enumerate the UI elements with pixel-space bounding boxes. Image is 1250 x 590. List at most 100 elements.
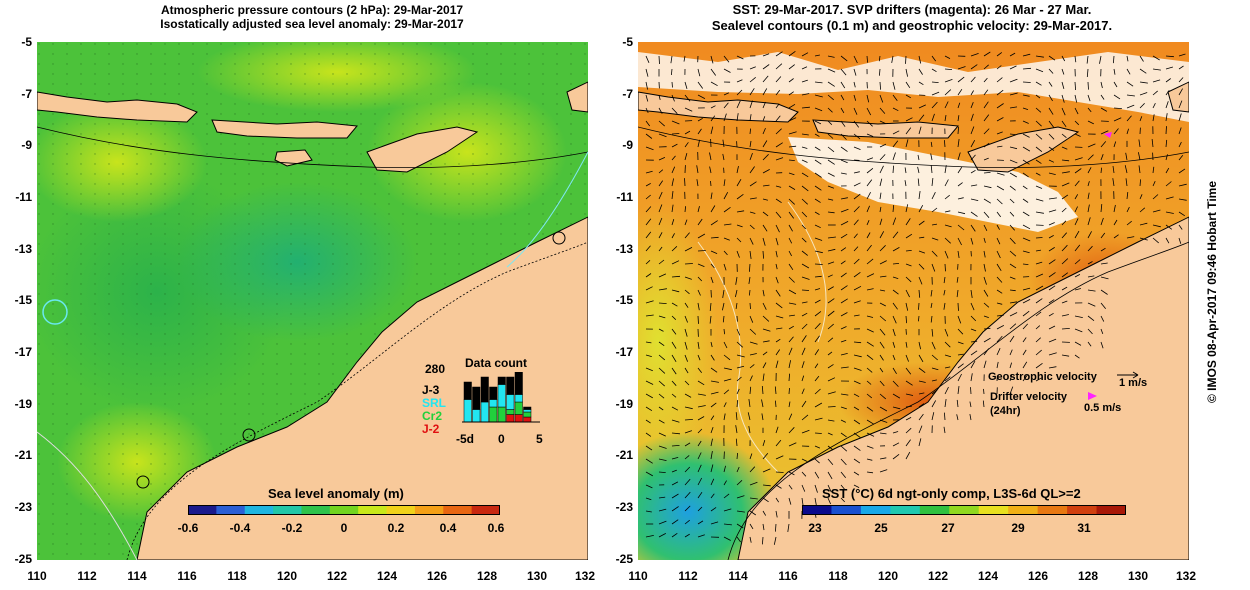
velocity-arrow [775,360,779,369]
velocity-arrow [749,114,752,122]
velocity-arrow [775,263,778,270]
velocity-arrow [944,224,952,228]
right-ytick-9: -23 [615,500,633,514]
velocity-arrow [853,146,861,150]
east-island [566,81,588,113]
velocity-arrow [749,315,754,323]
velocity-arrow [696,179,699,187]
velocity-arrow [749,375,753,382]
left-xtick-6: 122 [326,569,348,583]
velocity-arrow [645,458,653,464]
velocity-arrow [697,341,700,349]
velocity-arrow [957,197,964,200]
velocity-arrow [983,327,991,330]
velocity-arrow [762,362,767,369]
velocity-arrow [801,497,804,506]
velocity-arrow [710,521,719,525]
velocity-arrow [1009,276,1016,280]
velocity-arrow [1035,376,1043,382]
velocity-arrow [645,183,651,187]
velocity-arrow [1165,101,1169,109]
velocity-arrow [853,94,857,101]
velocity-arrow [827,55,835,58]
data-count-xtick-0: -5d [456,432,474,446]
velocity-arrow [814,120,822,125]
velocity-arrow [1048,352,1057,356]
velocity-arrow [892,453,900,460]
velocity-arrow [879,192,882,200]
velocity-arrow [749,523,754,530]
velocity-arrow [853,107,858,115]
velocity-arrow [801,361,805,369]
velocity-arrow [1178,198,1187,201]
velocity-arrow [944,179,949,187]
velocity-arrow [1074,55,1077,63]
velocity-arrow [840,146,848,152]
velocity-arrow [853,406,860,411]
velocity-arrow [814,349,820,356]
cloud-band-north [638,52,1189,122]
velocity-arrow [1048,299,1055,304]
velocity-arrow [840,339,847,343]
velocity-arrow [684,354,688,362]
velocity-arrow [1035,237,1043,239]
velocity-arrow [749,497,758,500]
velocity-arrow [879,289,886,292]
velocity-arrow [1009,65,1017,70]
velocity-arrow [892,302,898,310]
data-count-chart [462,372,540,423]
velocity-arrow [762,302,767,310]
velocity-arrow [1035,337,1041,343]
velocity-arrow [957,250,960,259]
velocity-arrow [671,519,679,525]
velocity-arrow [827,172,835,177]
velocity-arrow [905,354,909,362]
velocity-arrow [892,367,897,375]
velocity-arrow [814,146,821,151]
velocity-arrow [775,63,783,70]
velocity-arrow [801,484,806,492]
velocity-arrow [1035,298,1043,304]
velocity-arrow [710,55,714,64]
velocity-arrow [1126,81,1134,87]
velocity-arrow [1022,250,1030,254]
velocity-arrow [918,315,920,322]
velocity-arrow [723,402,727,408]
velocity-arrow [697,428,703,434]
velocity-arrow [1048,338,1057,343]
velocity-arrow [814,94,823,98]
velocity-arrow [658,94,661,100]
velocity-arrow [827,248,836,252]
velocity-arrow [788,198,795,205]
velocity-arrow [944,237,951,244]
velocity-arrow [1048,68,1054,74]
velocity-arrow [957,76,965,83]
velocity-arrow [1178,77,1184,83]
velocity-arrow [918,438,922,447]
velocity-arrow [1009,335,1015,343]
velocity-arrow [866,157,874,161]
velocity-arrow [1112,178,1115,187]
velocity-arrow [866,432,875,437]
velocity-arrow [748,426,751,434]
velocity-arrow [944,341,951,348]
right-xtick-8: 126 [1027,569,1049,583]
velocity-arrow [1152,166,1155,174]
velocity-arrow [1125,178,1128,187]
velocity-arrow [814,288,821,291]
velocity-arrow [801,289,810,291]
velocity-arrow [801,66,808,70]
velocity-arrow [827,432,833,436]
velocity-arrow [1178,224,1183,230]
velocity-arrow [1152,209,1161,213]
velocity-arrow [1074,244,1081,252]
velocity-arrow [931,354,938,361]
velocity-arrow [944,354,952,358]
velocity-arrow [1022,198,1029,203]
velocity-arrow [788,50,796,57]
velocity-arrow [892,140,899,148]
velocity-arrow [736,480,743,486]
right-ytick-7: -19 [615,397,633,411]
velocity-arrow [983,89,989,96]
velocity-arrow [1087,204,1090,213]
